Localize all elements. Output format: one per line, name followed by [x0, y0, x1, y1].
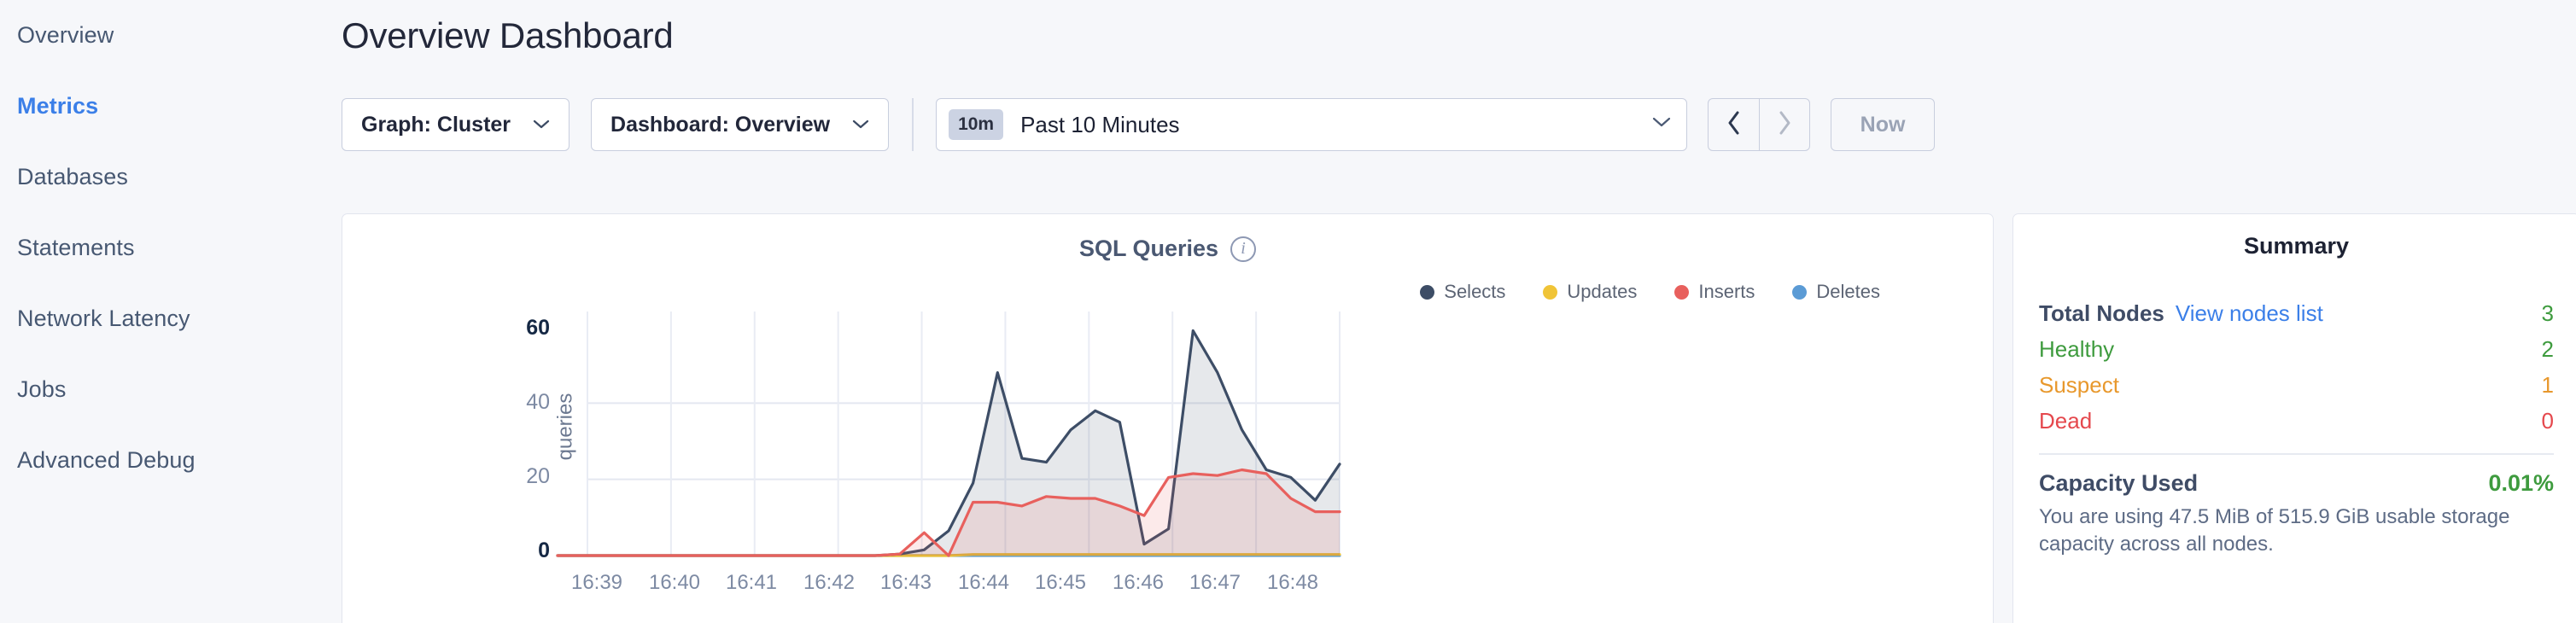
summary-row-suspect: Suspect 1	[2039, 372, 2554, 399]
capacity-used-label: Capacity Used	[2039, 469, 2199, 496]
x-tick: 16:40	[648, 571, 701, 594]
legend-item-inserts[interactable]: Inserts	[1674, 281, 1755, 303]
x-tick: 16:47	[1189, 571, 1241, 594]
healthy-value: 2	[2541, 336, 2554, 362]
chart-title-text: SQL Queries	[1078, 236, 1219, 261]
sidebar-item-label: Advanced Debug	[17, 447, 196, 473]
legend-label: Selects	[1444, 281, 1506, 302]
time-range-badge: 10m	[949, 109, 1004, 140]
page-title: Overview Dashboard	[342, 15, 674, 55]
graph-select[interactable]: Graph: Cluster	[342, 98, 570, 151]
sidebar-item-label: Overview	[17, 22, 114, 48]
capacity-used-value: 0.01%	[2488, 469, 2554, 496]
sidebar-item-metrics[interactable]: Metrics	[0, 71, 324, 142]
summary-title: Summary	[2243, 233, 2350, 259]
sidebar-item-label: Jobs	[17, 376, 67, 402]
chevron-down-icon	[533, 119, 550, 130]
x-tick: 16:45	[1034, 571, 1087, 594]
sidebar: Overview Metrics Databases Statements Ne…	[0, 0, 324, 623]
chart-legend: Selects Updates Inserts Deletes	[1420, 281, 1880, 303]
chevron-down-icon	[1652, 117, 1671, 132]
sidebar-item-label: Statements	[17, 235, 135, 260]
dead-value: 0	[2541, 408, 2554, 434]
total-nodes-value: 3	[2541, 300, 2554, 326]
sidebar-item-statements[interactable]: Statements	[0, 213, 324, 283]
time-nav-group	[1708, 98, 1811, 151]
dashboard-select-label: Dashboard: Overview	[610, 112, 831, 137]
toolbar: Graph: Cluster Dashboard: Overview 10m P…	[342, 98, 1936, 151]
summary-row-healthy: Healthy 2	[2039, 336, 2554, 363]
chart-plot-area: queries 60 40 20 0 16:39 16:40 16:41 16:…	[342, 214, 1993, 623]
legend-label: Inserts	[1698, 281, 1755, 302]
sidebar-item-jobs[interactable]: Jobs	[0, 354, 324, 425]
x-tick: 16:43	[879, 571, 932, 594]
chevron-down-icon	[852, 119, 869, 130]
x-tick: 16:42	[803, 571, 856, 594]
y-tick-60: 60	[526, 316, 550, 340]
suspect-value: 1	[2541, 372, 2554, 398]
summary-card: Summary Total Nodes View nodes list 3 He…	[2012, 213, 2576, 623]
legend-dot-updates	[1543, 284, 1558, 300]
legend-dot-selects	[1420, 284, 1435, 300]
time-range-select[interactable]: 10m Past 10 Minutes	[936, 98, 1688, 151]
toolbar-divider	[912, 98, 914, 151]
x-tick: 16:41	[725, 571, 778, 594]
prev-period-button[interactable]	[1709, 99, 1759, 150]
legend-item-updates[interactable]: Updates	[1543, 281, 1637, 303]
legend-label: Deletes	[1816, 281, 1880, 302]
summary-divider	[2039, 453, 2554, 455]
sidebar-item-network-latency[interactable]: Network Latency	[0, 283, 324, 354]
sidebar-item-overview[interactable]: Overview	[0, 0, 324, 71]
capacity-used-description: You are using 47.5 MiB of 515.9 GiB usab…	[2039, 504, 2510, 556]
main-content: Overview Dashboard Graph: Cluster Dashbo…	[324, 0, 2576, 623]
dashboard-cards: SQL Queries i Selects Updates Inserts	[342, 213, 2576, 623]
capacity-used-header: Capacity Used 0.01%	[2039, 470, 2554, 497]
sidebar-item-label: Metrics	[17, 93, 99, 119]
suspect-label: Suspect	[2039, 372, 2119, 398]
legend-item-deletes[interactable]: Deletes	[1792, 281, 1880, 303]
info-icon[interactable]: i	[1230, 236, 1257, 262]
view-nodes-list-link[interactable]: View nodes list	[2175, 300, 2323, 326]
x-tick: 16:48	[1266, 571, 1319, 594]
chevron-right-icon	[1777, 110, 1792, 140]
dead-label: Dead	[2039, 408, 2093, 434]
y-tick-20: 20	[526, 464, 550, 488]
chart-title: SQL Queries i	[342, 236, 1993, 262]
y-tick-40: 40	[526, 390, 550, 414]
graph-select-label: Graph: Cluster	[361, 112, 511, 137]
x-tick: 16:39	[570, 571, 623, 594]
time-range-label: Past 10 Minutes	[1020, 111, 1180, 137]
y-tick-0: 0	[538, 539, 550, 562]
summary-row-total-nodes: Total Nodes View nodes list 3	[2039, 300, 2554, 327]
x-tick: 16:44	[957, 571, 1010, 594]
now-button-label: Now	[1860, 112, 1906, 137]
legend-dot-inserts	[1674, 284, 1690, 300]
sidebar-item-label: Databases	[17, 164, 128, 189]
sidebar-item-databases[interactable]: Databases	[0, 142, 324, 213]
legend-label: Updates	[1567, 281, 1638, 302]
sidebar-item-label: Network Latency	[17, 306, 190, 331]
summary-row-dead: Dead 0	[2039, 408, 2554, 434]
x-tick: 16:46	[1112, 571, 1165, 594]
now-button[interactable]: Now	[1831, 98, 1936, 151]
sql-queries-chart-card: SQL Queries i Selects Updates Inserts	[342, 213, 1994, 623]
legend-dot-deletes	[1792, 284, 1808, 300]
dashboard-select[interactable]: Dashboard: Overview	[591, 98, 890, 151]
chart-svg	[556, 312, 1341, 557]
sidebar-item-advanced-debug[interactable]: Advanced Debug	[0, 425, 324, 496]
legend-item-selects[interactable]: Selects	[1420, 281, 1505, 303]
chevron-left-icon	[1726, 110, 1742, 140]
total-nodes-label: Total Nodes	[2039, 300, 2164, 326]
next-period-button[interactable]	[1759, 99, 1809, 150]
healthy-label: Healthy	[2039, 336, 2115, 362]
